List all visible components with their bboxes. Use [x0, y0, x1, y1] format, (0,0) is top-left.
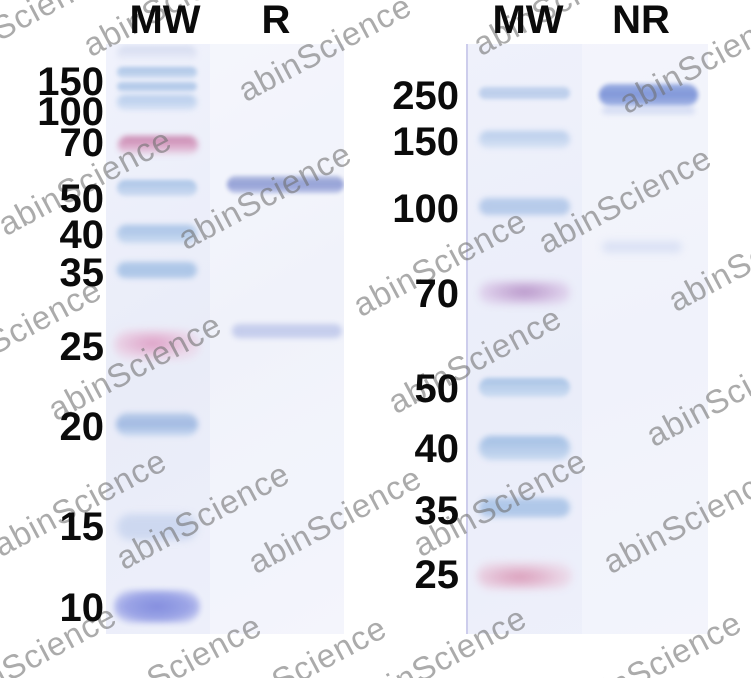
- lane-header-r: R: [261, 0, 291, 42]
- gel-image-right: [466, 44, 708, 634]
- lane-wash: [210, 44, 344, 634]
- gel-band-right-nr-250-shadow: [602, 107, 695, 114]
- gel-band-left-mw-25: [114, 330, 200, 360]
- mw-label-right-40: 40: [414, 427, 460, 471]
- gel-band-left-mw-15: [117, 514, 197, 540]
- gel-band-right-mw-50: [479, 378, 570, 397]
- gel-band-left-r-55: [227, 176, 344, 193]
- mw-label-right-70: 70: [414, 272, 460, 316]
- gel-band-left-mw-130: [117, 82, 197, 91]
- gel-band-left-mw-50: [117, 180, 197, 196]
- mw-label-left-15: 15: [59, 505, 105, 549]
- gel-band-right-mw-70: [479, 281, 570, 305]
- gel-band-right-mw-35: [479, 498, 570, 517]
- mw-label-left-150: 150: [37, 60, 104, 104]
- mw-label-right-250: 250: [392, 74, 459, 118]
- gel-band-left-mw-165: [117, 67, 197, 78]
- mw-label-right-150: 150: [392, 120, 459, 164]
- gel-band-left-mw-10: [114, 590, 200, 623]
- gel-band-right-mw-250: [479, 87, 570, 99]
- mw-label-left-25: 25: [59, 325, 105, 369]
- mw-label-left-20: 20: [59, 405, 105, 449]
- gel-band-right-mw-25: [477, 562, 572, 589]
- gel-band-right-mw-150: [479, 131, 570, 148]
- mw-label-left-35: 35: [59, 251, 105, 295]
- mw-label-right-50: 50: [414, 367, 460, 411]
- lane-header-mw-right: MW: [492, 0, 564, 42]
- gel-band-left-mw-40: [117, 225, 197, 243]
- gel-band-left-mw-70: [118, 136, 198, 155]
- gel-band-left-mw-20: [116, 413, 198, 436]
- mw-label-left-70: 70: [59, 121, 105, 165]
- gel-band-right-nr-250: [599, 84, 698, 106]
- mw-label-right-100: 100: [392, 187, 459, 231]
- gel-band-left-mw-35: [117, 262, 197, 278]
- mw-label-right-35: 35: [414, 489, 460, 533]
- gel-image-left: [106, 44, 344, 634]
- gel-band-left-mw-well-smear: [117, 46, 197, 62]
- gel-band-left-mw-100: [117, 95, 197, 110]
- gel-band-right-nr-faint-90: [602, 241, 682, 253]
- lane-header-nr: NR: [612, 0, 670, 42]
- lane-header-mw-left: MW: [129, 0, 201, 42]
- gel-band-right-mw-100: [479, 198, 570, 215]
- mw-label-left-40: 40: [59, 213, 105, 257]
- mw-label-left-100: 100: [37, 90, 104, 134]
- lane-wash: [582, 44, 708, 634]
- mw-label-left-50: 50: [59, 177, 105, 221]
- gel-band-left-r-26: [232, 324, 342, 338]
- gel-band-right-mw-40: [479, 436, 570, 460]
- mw-label-left-10: 10: [59, 586, 105, 630]
- mw-label-right-25: 25: [414, 553, 460, 597]
